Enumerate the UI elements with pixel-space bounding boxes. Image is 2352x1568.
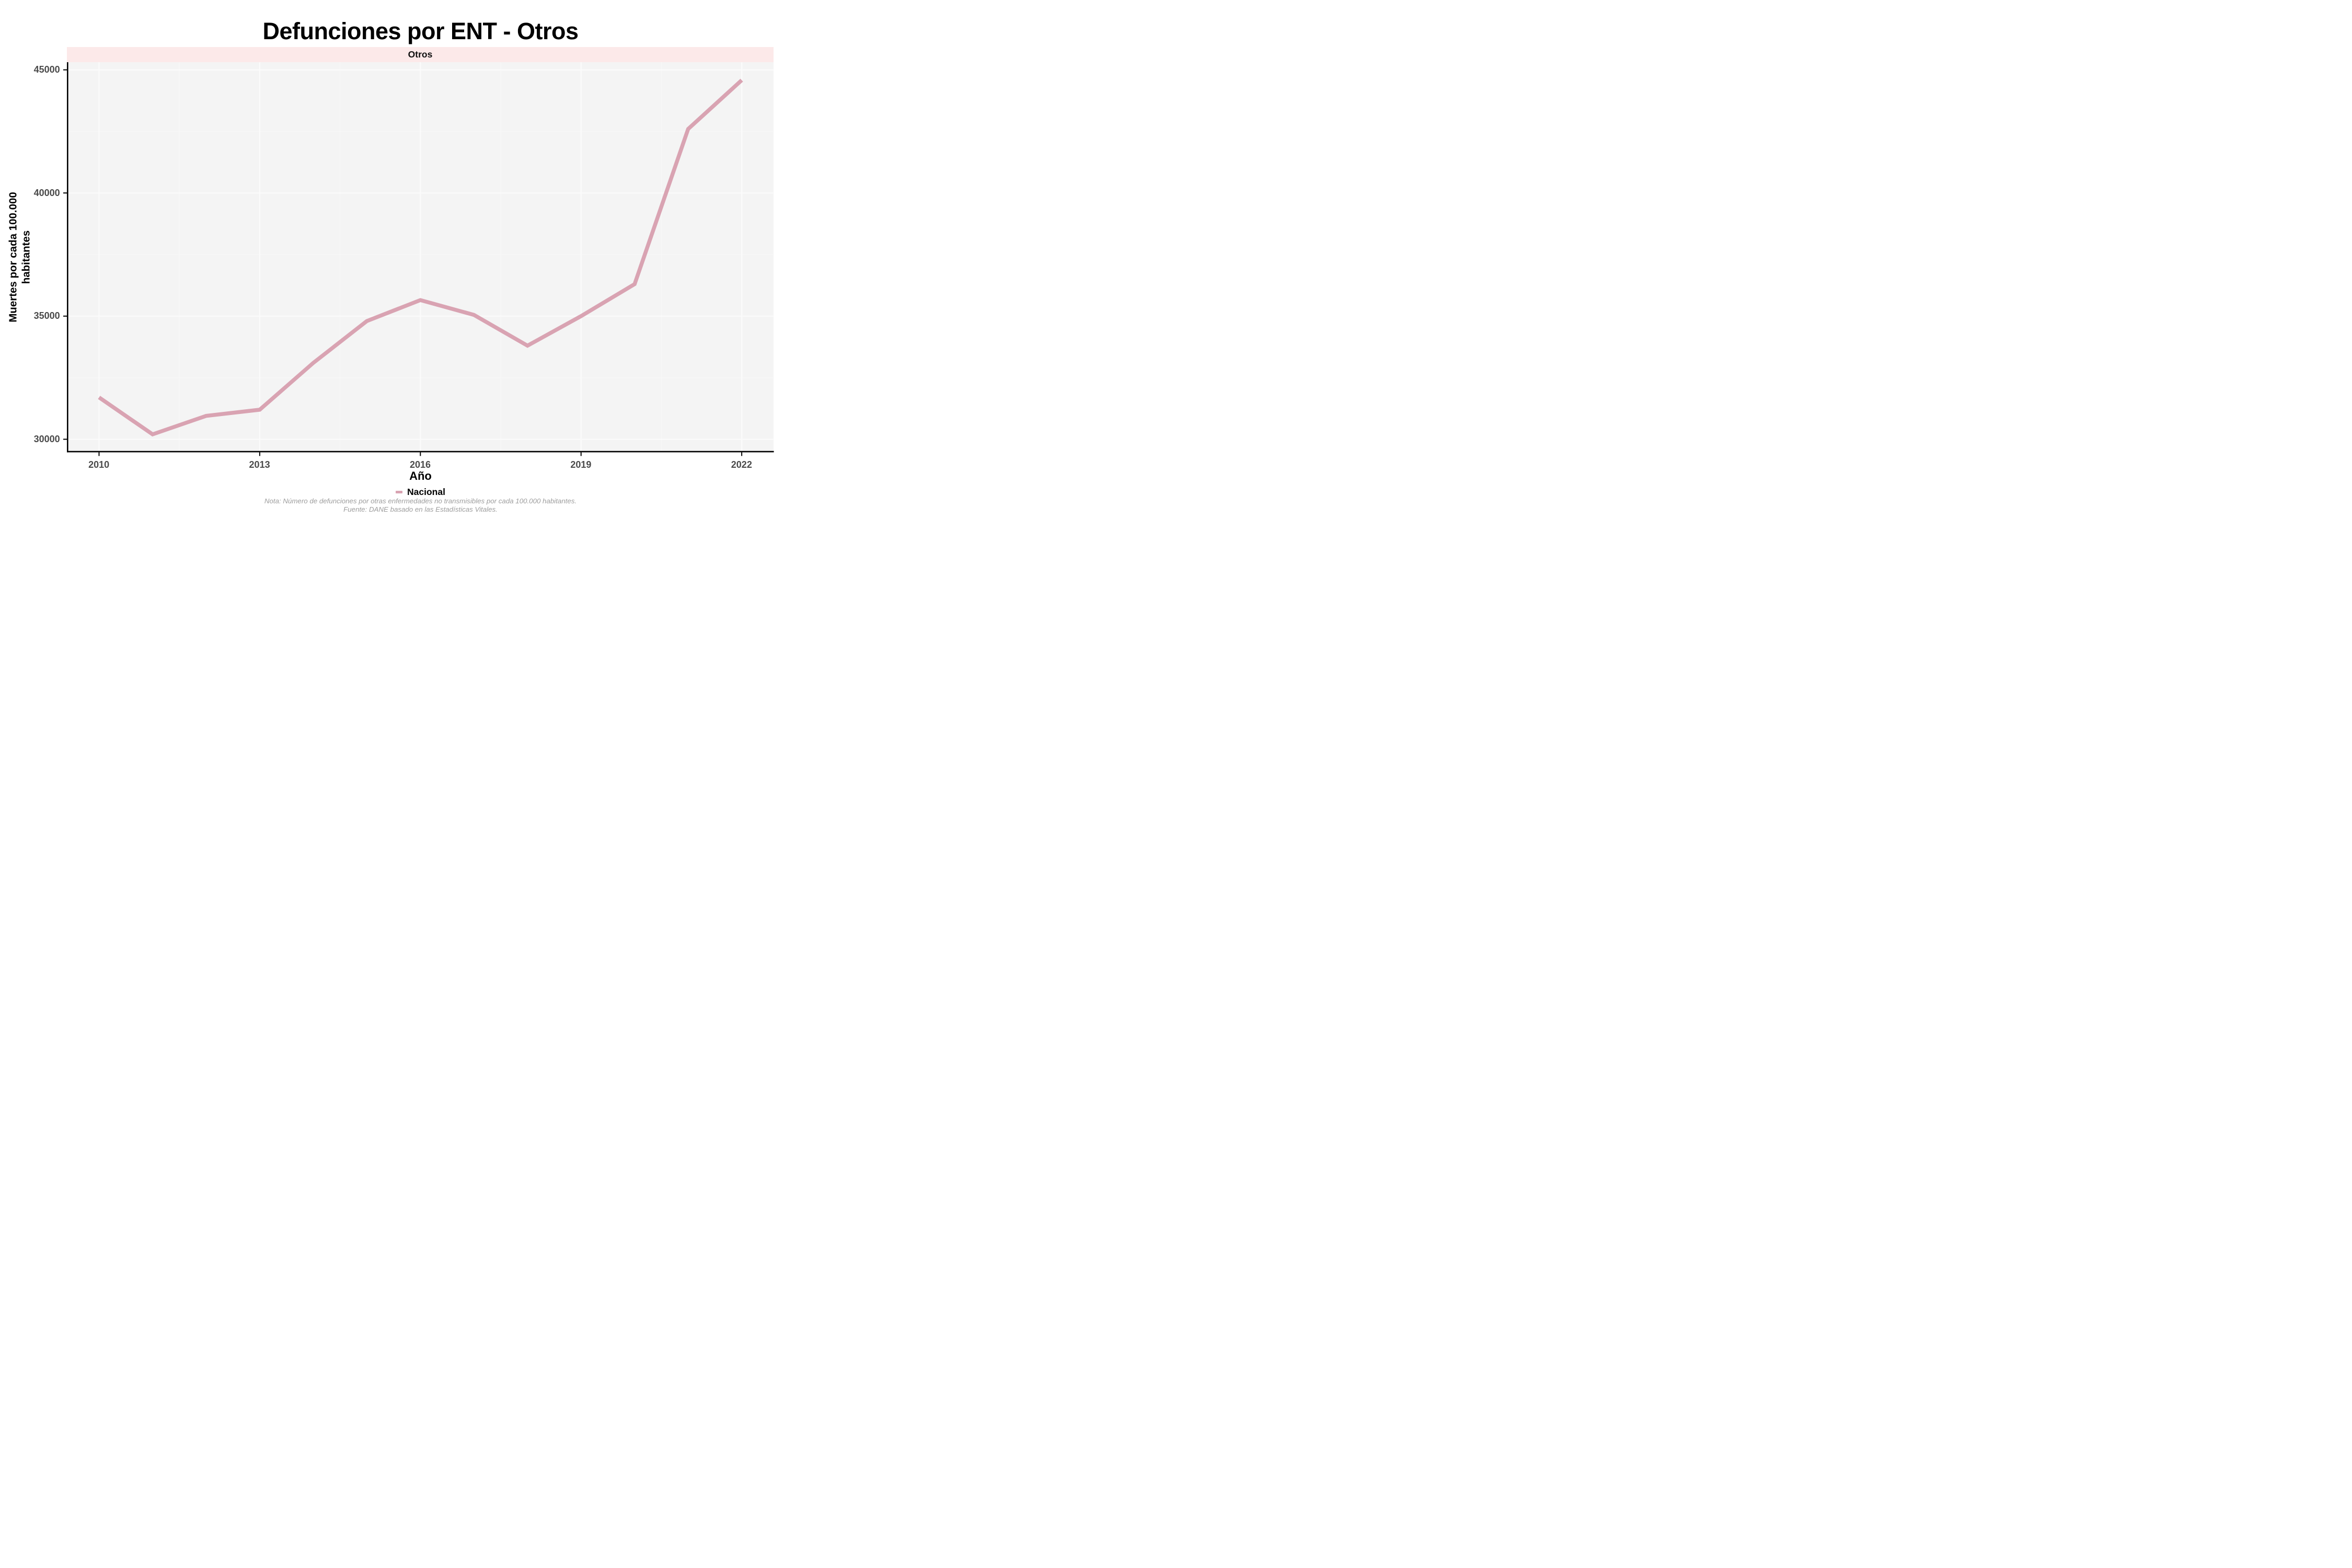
line-chart <box>63 62 774 456</box>
x-tick-label: 2013 <box>249 459 270 470</box>
nacional-line <box>98 78 743 437</box>
plot-panel <box>63 62 774 456</box>
legend: Nacional <box>67 486 774 498</box>
footnote-nota: Nota: Número de defunciones por otras en… <box>264 497 577 505</box>
y-tick-label: 45000 <box>33 64 60 75</box>
legend-key-swatch <box>396 490 403 493</box>
y-axis-title: Muertes por cada 100.000 habitantes <box>7 192 32 322</box>
y-tick-label: 30000 <box>33 433 60 444</box>
x-tick-label: 2022 <box>731 459 752 470</box>
chart-title: Defunciones por ENT - Otros <box>262 18 579 44</box>
y-axis-title-line2: habitantes <box>20 230 32 284</box>
x-tick-label: 2016 <box>409 459 431 470</box>
facet-strip: Otros <box>66 47 774 63</box>
footnote-fuente: Fuente: DANE basado en las Estadísticas … <box>343 505 498 513</box>
x-tick-label: 2019 <box>570 459 592 470</box>
x-tick-label: 2010 <box>88 459 110 470</box>
y-axis-title-line1: Muertes por cada 100.000 <box>7 192 19 322</box>
legend-label: Nacional <box>407 486 445 497</box>
y-tick-label: 40000 <box>33 187 60 198</box>
y-tick-label: 35000 <box>33 310 60 321</box>
chart-figure: Defunciones por ENT - Otros Otros 30000 3… <box>0 0 784 523</box>
facet-strip-label: Otros <box>408 49 433 60</box>
x-axis-title: Año <box>409 469 432 482</box>
footnotes: Nota: Número de defunciones por otras en… <box>67 497 774 513</box>
